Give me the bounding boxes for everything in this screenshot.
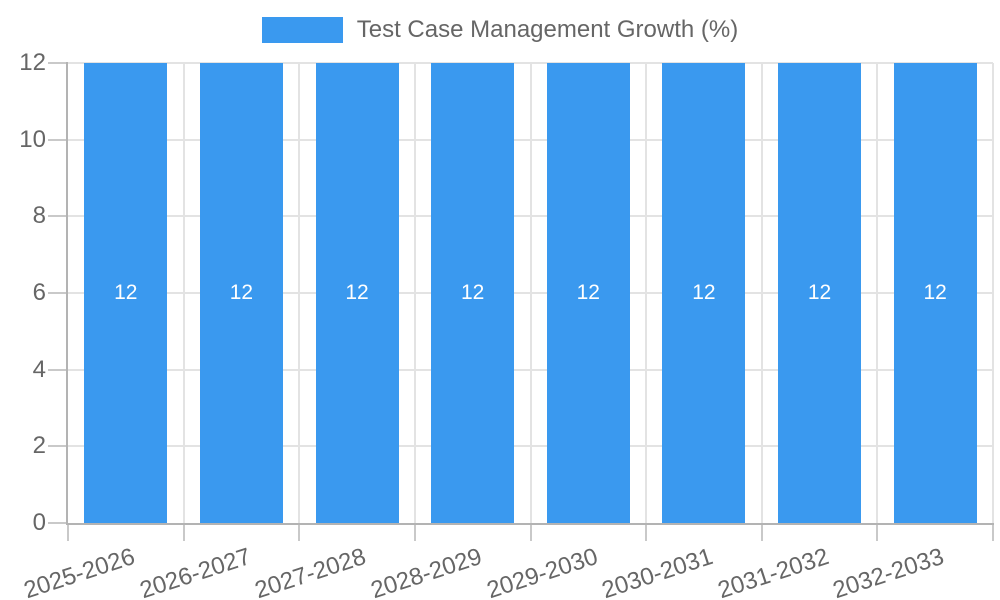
gridline-vertical: [413, 63, 416, 523]
bar: 12: [315, 63, 399, 523]
bar: 12: [546, 63, 630, 523]
y-axis-tick-label: 12: [19, 49, 46, 76]
y-tick-mark: [48, 368, 66, 371]
x-axis-tick-label: 2032-2033: [830, 543, 948, 600]
legend-swatch-icon: [261, 17, 343, 43]
x-axis-tick-label: 2027-2028: [251, 543, 370, 600]
legend-label: Test Case Management Growth (%): [356, 16, 739, 43]
x-tick-mark: [529, 525, 532, 541]
x-tick-mark: [67, 525, 69, 541]
bar-value-label: 12: [807, 281, 832, 304]
x-axis-tick-label: 2025-2026: [20, 543, 139, 600]
gridline-vertical: [645, 63, 648, 523]
bar: 12: [662, 63, 746, 523]
bar: 12: [84, 63, 168, 523]
x-tick-mark: [876, 525, 879, 541]
y-axis-tick-label: 6: [32, 279, 46, 306]
x-tick-mark: [182, 525, 185, 541]
bar: 12: [778, 63, 862, 523]
y-axis-line: [66, 62, 68, 525]
x-tick-mark: [760, 525, 763, 541]
y-axis-tick-label: 0: [32, 509, 46, 536]
bar: 12: [431, 63, 515, 523]
bar-value-label: 12: [923, 281, 947, 304]
bar-value-label: 12: [461, 281, 485, 304]
bar-value-label: 12: [229, 281, 254, 304]
gridline-vertical: [182, 63, 185, 523]
y-axis-tick-label: 4: [32, 355, 46, 383]
x-tick-mark: [413, 525, 416, 541]
y-axis-tick-label: 10: [19, 125, 46, 153]
x-tick-mark: [645, 525, 648, 541]
y-axis-tick-label: 2: [32, 432, 46, 460]
gridline-vertical: [876, 63, 879, 523]
gridline-vertical: [298, 63, 301, 523]
y-tick-mark: [48, 292, 66, 294]
x-axis-tick-label: 2026-2027: [136, 543, 254, 600]
x-axis-tick-label: 2029-2030: [483, 543, 601, 600]
y-tick-mark: [48, 138, 66, 141]
bar-value-label: 12: [345, 281, 369, 304]
bar: 12: [199, 63, 283, 523]
y-tick-mark: [48, 522, 66, 524]
x-tick-mark: [992, 525, 994, 541]
x-axis-tick-label: 2030-2031: [598, 543, 717, 600]
x-axis-tick-label: 2031-2032: [714, 543, 832, 600]
y-tick-mark: [48, 445, 66, 448]
gridline-vertical: [760, 63, 763, 523]
x-axis-tick-label: 2028-2029: [367, 543, 486, 600]
legend: Test Case Management Growth (%): [0, 17, 1000, 43]
y-tick-mark: [48, 62, 66, 64]
bar: 12: [893, 63, 977, 523]
x-tick-mark: [298, 525, 301, 541]
bar-value-label: 12: [114, 281, 138, 304]
x-axis-line: [66, 523, 994, 525]
y-tick-mark: [48, 215, 66, 218]
legend-item[interactable]: Test Case Management Growth (%): [261, 16, 739, 43]
gridline-vertical: [529, 63, 532, 523]
y-axis-tick-label: 8: [32, 202, 46, 230]
bar-value-label: 12: [576, 281, 600, 304]
gridline-vertical: [992, 63, 994, 523]
bar-value-label: 12: [692, 281, 716, 304]
